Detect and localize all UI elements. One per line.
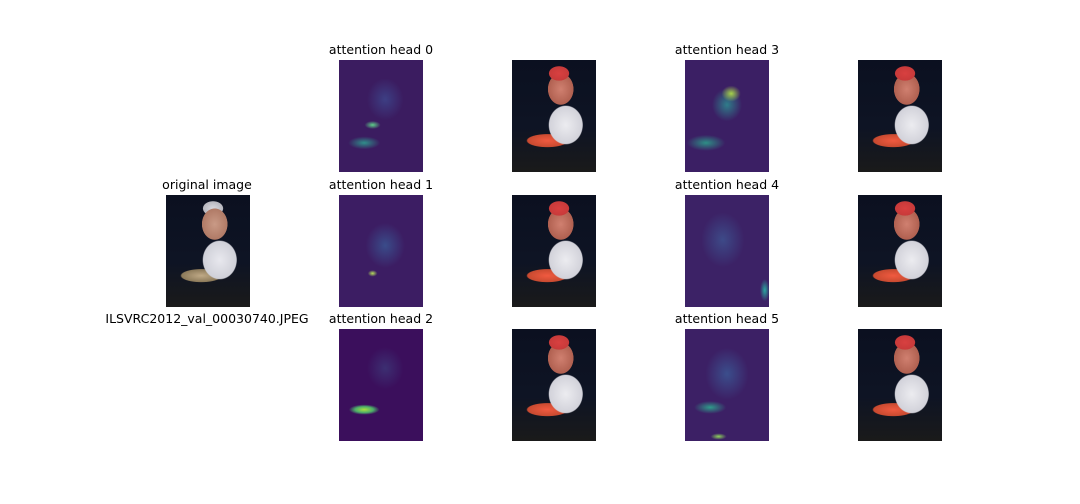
attention-head-0-title: attention head 0 (328, 42, 434, 57)
attention-head-1-overlay (512, 195, 596, 307)
original-image-filename: ILSVRC2012_val_00030740.JPEG (105, 311, 309, 326)
attention-head-5-overlay (858, 329, 942, 441)
attention-head-1-map (339, 195, 423, 307)
attention-head-5-map (685, 329, 769, 441)
attention-head-4-title: attention head 4 (674, 177, 780, 192)
original-image-title: original image (162, 177, 252, 192)
attention-head-2-overlay (512, 329, 596, 441)
attention-head-3-overlay (858, 60, 942, 172)
attention-head-4-map (685, 195, 769, 307)
attention-head-5-title: attention head 5 (674, 311, 780, 326)
attention-head-2-title: attention head 2 (328, 311, 434, 326)
attention-head-4-overlay (858, 195, 942, 307)
attention-head-0-map (339, 60, 423, 172)
attention-head-2-map (339, 329, 423, 441)
attention-head-3-title: attention head 3 (674, 42, 780, 57)
original-image (166, 195, 250, 307)
attention-head-0-overlay (512, 60, 596, 172)
attention-head-1-title: attention head 1 (328, 177, 434, 192)
attention-head-3-map (685, 60, 769, 172)
